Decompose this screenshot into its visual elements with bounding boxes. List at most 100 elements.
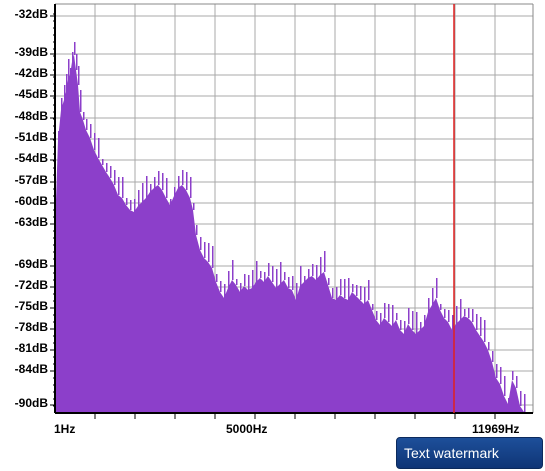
spectrum-spike (244, 274, 246, 286)
spectrum-spike (324, 251, 326, 272)
spectrum-spike (90, 124, 92, 138)
spectrum-spike (162, 173, 164, 190)
spectrum-spike (126, 198, 128, 205)
spectrum-spike (80, 90, 82, 112)
spectrum-spike (524, 394, 526, 412)
spectrum-spike (193, 203, 195, 210)
x-tick-label: 11969Hz (472, 422, 520, 436)
spectrum-panel: -32dB -39dB -42dB -45dB -48dB -51dB -54d… (14, 3, 534, 436)
spectrum-spike (508, 398, 510, 404)
spectrum-spike (352, 284, 354, 292)
spectrum-spike (424, 315, 426, 326)
spectrum-spike (264, 272, 266, 282)
spectrum-spike (110, 166, 112, 178)
spectrum-spike (118, 177, 120, 195)
spectrum-spike (328, 278, 330, 285)
spectrum-spike (388, 304, 390, 322)
spectrum-spike (288, 277, 290, 288)
spectrum-spike (70, 68, 72, 75)
spectrum-spike (240, 283, 242, 292)
spectrum-spike (272, 266, 274, 282)
spectrum-spike (408, 308, 410, 324)
spectrum-spike (312, 264, 314, 276)
spectrum-spike (186, 172, 188, 190)
spectrum-spike (404, 321, 406, 334)
spectrum-spike (372, 304, 374, 310)
spectrum-spike (284, 272, 286, 280)
y-tick-label: -72dB (14, 278, 48, 292)
y-tick-label: -63dB (14, 215, 48, 229)
spectrum-spike (68, 59, 70, 80)
spectrum-spike (98, 138, 100, 158)
spectrum-area (55, 55, 533, 413)
spectrum-spike (368, 280, 370, 300)
spectrum-spike (292, 276, 294, 290)
x-tick-label: 1Hz (54, 422, 76, 436)
spectrum-spike (182, 170, 184, 185)
spectrum-spike (364, 287, 366, 304)
spectrum-spike (142, 183, 144, 202)
spectrum-spike (344, 279, 346, 298)
spectrum-spike (114, 170, 116, 185)
axis-ticks (50, 13, 496, 419)
y-tick-label: -45dB (14, 87, 48, 101)
spectrum-spike (516, 376, 518, 388)
spectrum-spike (488, 342, 490, 350)
spectrum-spike (150, 184, 152, 192)
y-tick-label: -42dB (14, 66, 48, 80)
y-tick-label: -60dB (14, 194, 48, 208)
spectrum-spike (392, 305, 394, 326)
spectrum-spike (420, 322, 422, 330)
spectrum-spike (504, 376, 506, 396)
spectrum-spike (138, 190, 140, 206)
spectrum-spike (444, 309, 446, 318)
spectrum-spike (58, 131, 60, 140)
y-tick-label: -90dB (14, 396, 48, 410)
spectrum-spike (484, 320, 486, 342)
spectrum-spike (260, 271, 262, 278)
spectrum-spike (304, 276, 306, 282)
spectrum-spike (356, 285, 358, 296)
spectrum-spike (436, 278, 438, 298)
spectrum-spike (130, 200, 132, 210)
spectrum-spike (216, 274, 218, 282)
spectrum-spike (432, 288, 434, 305)
spectrum-spike (456, 306, 458, 324)
spectrum-spike (134, 199, 136, 212)
spectrum-spike (170, 199, 172, 205)
spectrum-spike (440, 304, 442, 310)
spectrum-spike (158, 171, 160, 185)
spectrum-spike (316, 265, 318, 280)
y-tick-label: -54dB (14, 151, 48, 165)
spectrum-spike (66, 74, 68, 92)
spectrum-spike (412, 311, 414, 330)
spectrum-spike (74, 42, 76, 55)
spectrum-spike (102, 159, 104, 165)
x-tick-label: 5000Hz (226, 422, 268, 436)
spectrum-spike (460, 299, 462, 320)
spectrum-spike (384, 303, 386, 318)
spectrum-spike (94, 133, 96, 150)
spectrum-spike (200, 237, 202, 250)
spectrum-spike (452, 315, 454, 330)
spectrum-spike (228, 271, 230, 288)
spectrum-spike (296, 283, 298, 300)
spectrum-spike (212, 246, 214, 268)
text-watermark-button[interactable]: Text watermark (396, 437, 543, 469)
spectrum-spike (336, 287, 338, 300)
y-tick-label: -48dB (14, 109, 48, 123)
spectrum-spike (252, 270, 254, 288)
spectrum-spike (332, 288, 334, 298)
spectrum-spike (468, 308, 470, 318)
spectrum-spike (280, 262, 282, 284)
spectrum-spike (520, 391, 522, 406)
spectrum-spike (204, 242, 206, 258)
y-tick-label: -32dB (14, 7, 48, 21)
spectrum-spike (78, 66, 80, 85)
spectrum-spike (476, 314, 478, 330)
y-tick-label: -81dB (14, 341, 48, 355)
spectrum-spike (300, 266, 302, 286)
spectrum-spike (464, 309, 466, 316)
spectrum-spike (308, 269, 310, 278)
spectrum-spike (76, 54, 78, 70)
